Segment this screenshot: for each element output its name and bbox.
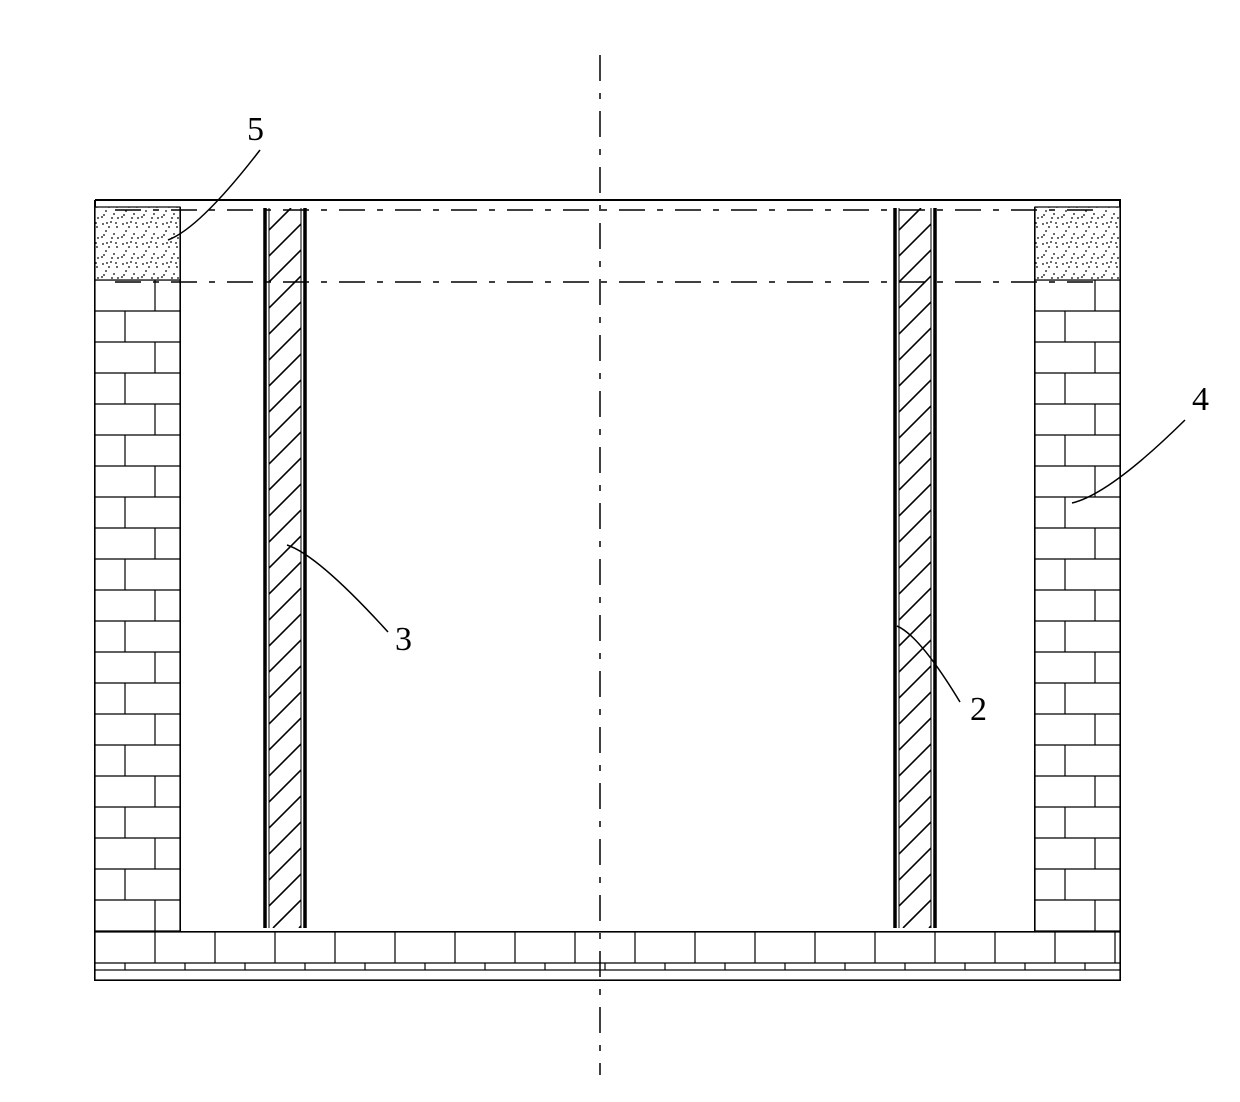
stipple-cap-right: [1035, 207, 1120, 280]
brick-wall-right: [1035, 280, 1120, 932]
callout-label-2: 2: [970, 691, 987, 728]
brick-base-strip: [95, 970, 1120, 980]
brick-wall-left: [95, 280, 180, 932]
callout-label-5: 5: [247, 111, 264, 148]
stipple-cap-left: [95, 207, 180, 280]
callout-label-4: 4: [1192, 381, 1209, 418]
callout-label-3: 3: [395, 621, 412, 658]
